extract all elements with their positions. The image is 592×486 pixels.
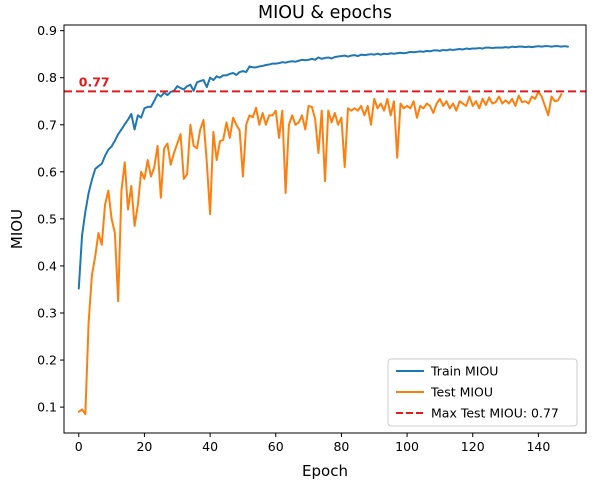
x-tick-label: 140 bbox=[526, 439, 550, 454]
y-axis-label: MIOU bbox=[8, 209, 26, 249]
y-axis-ticks: 0.1 0.2 0.3 0.4 0.5 0.6 0.7 0.8 0.9 bbox=[37, 23, 64, 415]
legend-label: Train MIOU bbox=[430, 364, 498, 379]
legend-box bbox=[387, 358, 578, 427]
y-tick-label: 0.5 bbox=[37, 211, 57, 226]
legend-item-max-test-miou: Max Test MIOU: 0.77 bbox=[396, 406, 559, 421]
y-tick-label: 0.2 bbox=[37, 353, 57, 368]
x-tick-label: 40 bbox=[202, 439, 218, 454]
test-miou-line bbox=[77, 90, 563, 416]
x-tick-label: 0 bbox=[75, 439, 83, 454]
x-tick-label: 20 bbox=[136, 439, 152, 454]
x-tick-label: 60 bbox=[268, 439, 284, 454]
y-tick-label: 0.4 bbox=[37, 258, 57, 273]
train-miou-line bbox=[77, 45, 569, 290]
y-tick-label: 0.8 bbox=[37, 70, 57, 85]
legend-item-test-miou: Test MIOU bbox=[396, 385, 493, 400]
y-tick-label: 0.6 bbox=[37, 164, 57, 179]
legend-label: Test MIOU bbox=[430, 385, 493, 400]
legend-item-train-miou: Train MIOU bbox=[396, 364, 498, 379]
y-tick-label: 0.9 bbox=[37, 23, 57, 38]
legend-label: Max Test MIOU: 0.77 bbox=[431, 406, 559, 421]
plot-frame bbox=[63, 24, 587, 434]
x-tick-label: 80 bbox=[333, 439, 349, 454]
plot-area: 0.77 bbox=[64, 45, 586, 416]
y-tick-label: 0.3 bbox=[37, 306, 57, 321]
x-axis-ticks: 0 20 40 60 80 100 120 140 bbox=[75, 433, 550, 454]
chart-title: MIOU & epochs bbox=[258, 3, 392, 23]
x-tick-label: 100 bbox=[395, 439, 419, 454]
y-tick-label: 0.1 bbox=[37, 400, 57, 415]
x-axis-label: Epoch bbox=[302, 462, 348, 480]
max-test-miou-annotation: 0.77 bbox=[79, 74, 110, 89]
x-tick-label: 120 bbox=[461, 439, 485, 454]
legend: Train MIOU Test MIOU Max Test MIOU: 0.77 bbox=[387, 358, 578, 427]
y-tick-label: 0.7 bbox=[37, 117, 57, 132]
